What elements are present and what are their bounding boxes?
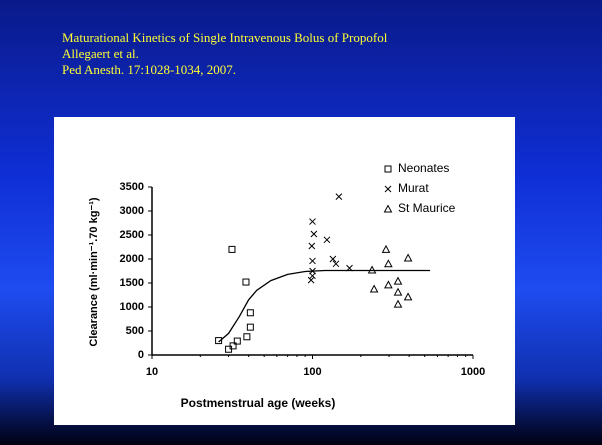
legend-label: Neonates	[398, 161, 449, 175]
data-point	[309, 257, 316, 265]
data-point	[393, 299, 403, 308]
data-point	[243, 333, 251, 341]
data-point	[381, 244, 391, 253]
data-point	[307, 276, 315, 284]
data-point	[215, 337, 223, 345]
data-point	[229, 342, 237, 350]
x-tick-label: 100	[303, 366, 321, 378]
title-line: Maturational Kinetics of Single Intraven…	[62, 30, 388, 45]
x-tick-label: 1000	[461, 366, 485, 378]
data-point	[403, 292, 413, 301]
data-point	[384, 280, 393, 289]
data-point	[246, 323, 254, 331]
legend-marker	[384, 185, 392, 193]
y-tick-label: 1500	[120, 277, 144, 289]
fit-line	[218, 269, 431, 343]
title-line: Ped Anesth. 17:1028-1034, 2007.	[62, 62, 237, 77]
chart-background	[54, 117, 515, 425]
data-point	[246, 309, 254, 317]
y-tick-label: 2000	[120, 253, 144, 265]
legend-label: Murat	[398, 181, 429, 195]
data-point	[309, 218, 316, 225]
data-point	[403, 253, 413, 262]
x-tick-label: 10	[146, 366, 158, 378]
slide-title: Maturational Kinetics of Single Intraven…	[62, 30, 387, 78]
y-tick-label: 2500	[120, 229, 144, 241]
data-point	[367, 265, 377, 274]
data-point	[308, 242, 316, 250]
chart: Postmenstrual age (weeks) Clearance (ml·…	[54, 117, 515, 425]
y-tick-label: 3500	[120, 181, 144, 193]
data-point	[323, 236, 331, 244]
data-point	[332, 260, 340, 268]
y-tick-label: 3000	[120, 205, 144, 217]
y-tick-label: 500	[126, 325, 144, 337]
data-point	[310, 230, 318, 238]
data-point	[393, 276, 403, 285]
data-point	[335, 193, 343, 200]
data-point	[233, 337, 241, 345]
title-line: Allegaert et al.	[62, 46, 139, 61]
data-point	[329, 255, 337, 263]
data-point	[228, 245, 236, 253]
data-point	[242, 278, 250, 286]
x-axis-label: Postmenstrual age (weeks)	[181, 396, 336, 410]
y-axis-label: Clearance (ml·min⁻¹.70 kg⁻¹)	[88, 197, 100, 346]
y-tick-label: 1000	[120, 301, 144, 313]
data-point	[309, 272, 316, 280]
y-tick-label: 0	[138, 349, 144, 361]
data-point	[346, 264, 353, 272]
data-point	[309, 267, 316, 275]
data-point	[369, 284, 379, 293]
legend-label: St Maurice	[398, 201, 456, 215]
data-point	[384, 259, 393, 268]
data-point	[393, 287, 403, 296]
legend-marker	[383, 204, 393, 213]
legend-marker	[384, 165, 392, 173]
